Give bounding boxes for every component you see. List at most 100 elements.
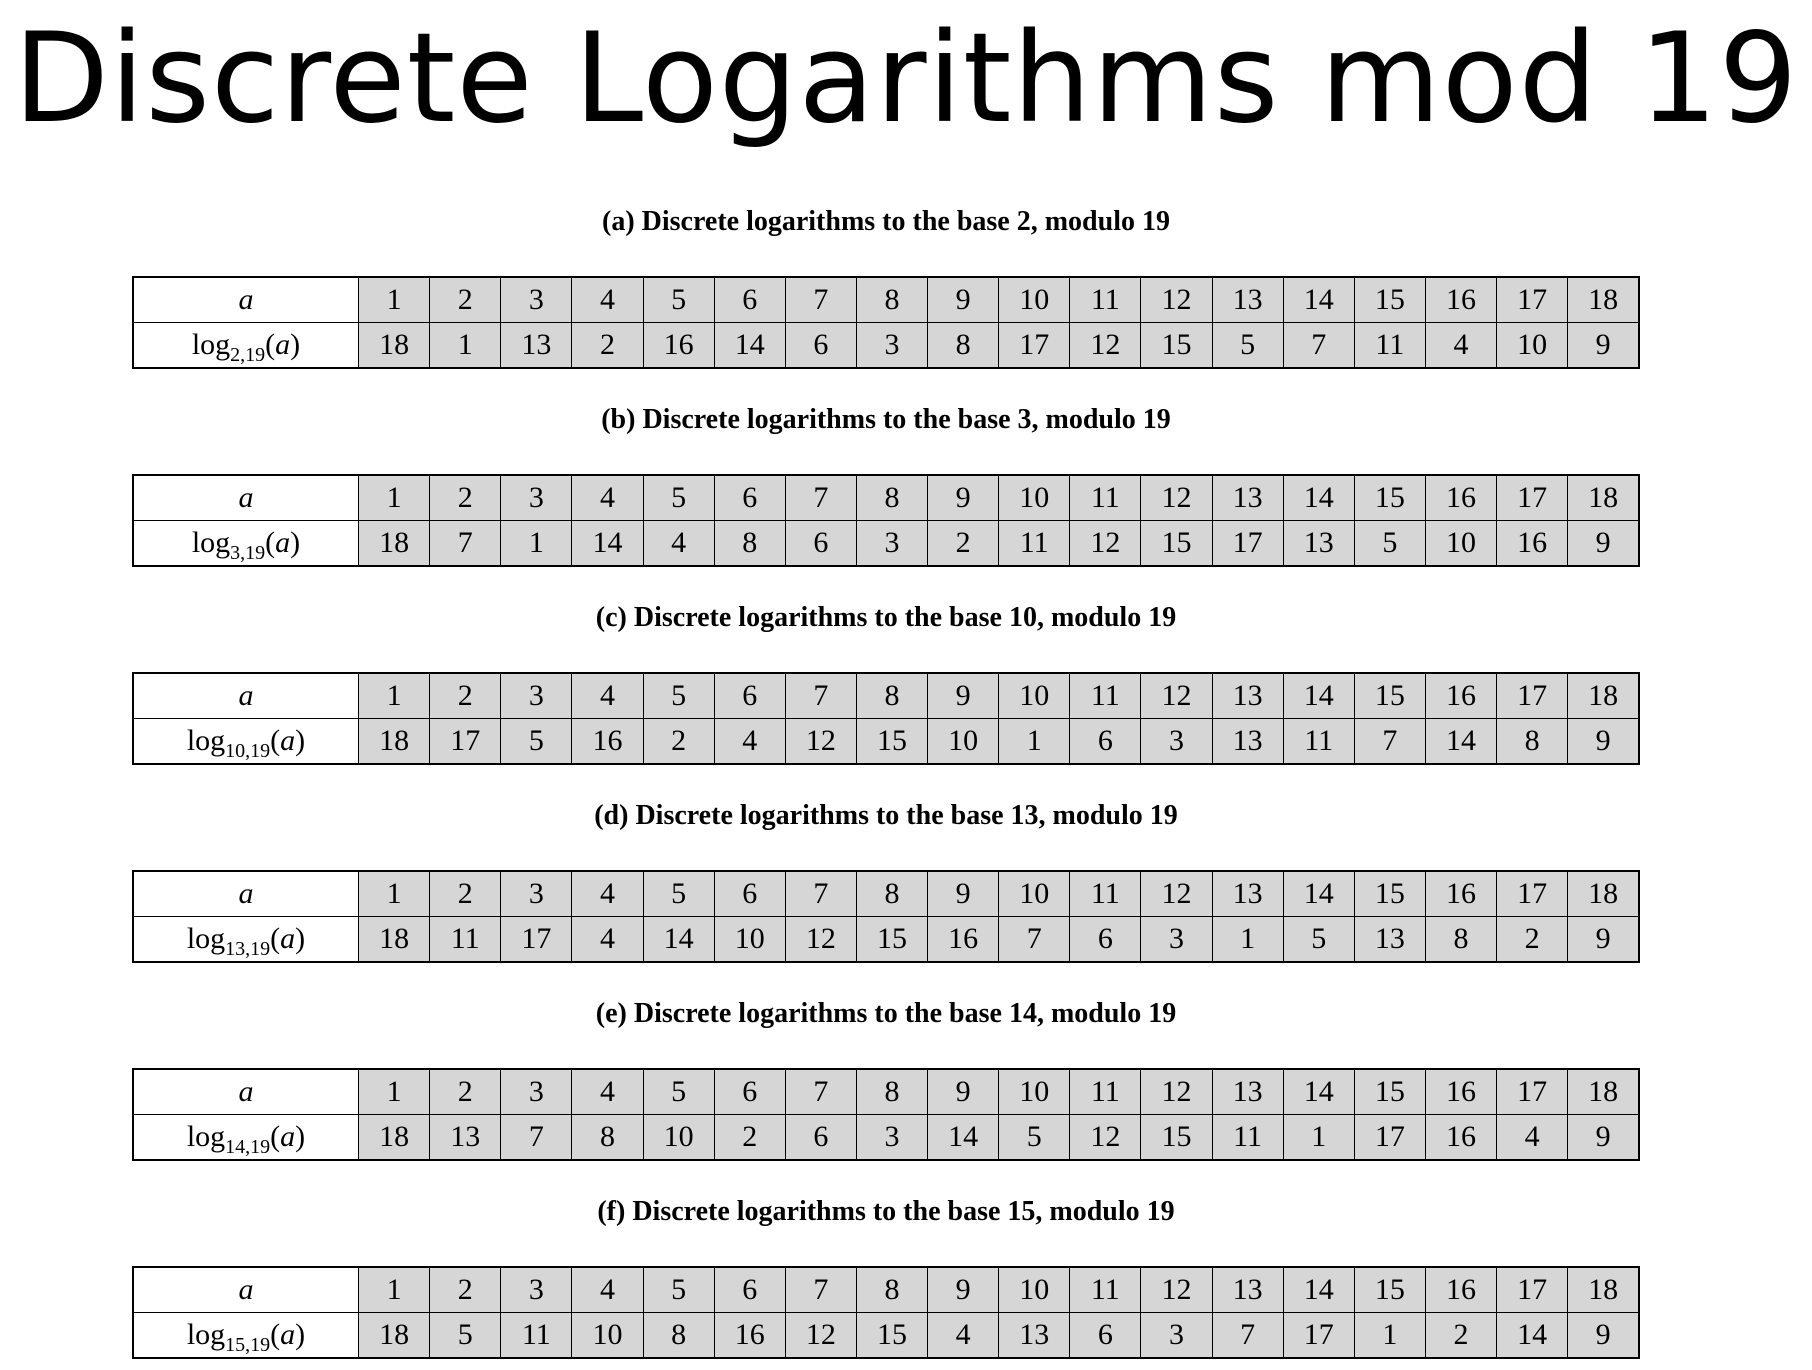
log-value-cell: 4: [642, 520, 715, 567]
log-argument: (a): [265, 328, 301, 361]
log-value-cell: 3: [855, 322, 929, 369]
a-value-cell: 10: [998, 1266, 1071, 1313]
log-value-cell: 16: [713, 1312, 786, 1359]
a-value-cell: 4: [571, 1266, 644, 1313]
a-value-cell: 1: [357, 1068, 431, 1115]
log-value-cell: 14: [926, 1114, 1000, 1161]
log-value-cell: 18: [357, 1114, 431, 1161]
log-value-cell: 12: [784, 718, 857, 765]
table-row-log: log15,19(a) 18 5 11 10 8 16 12 15 4 13 6 3 7 17 1 2 14 9: [132, 1312, 1640, 1359]
log-value-cell: 14: [642, 916, 715, 963]
a-value-cell: 5: [642, 1266, 715, 1313]
log-value-cell: 14: [1495, 1312, 1569, 1359]
row-header-log: log13,19(a): [132, 916, 359, 963]
row-label-a: a: [238, 1273, 254, 1306]
a-value-cell: 6: [713, 870, 786, 917]
log-value-cell: 1: [1282, 1114, 1355, 1161]
a-value-cell: 2: [429, 672, 502, 719]
log-value-cell: 13: [429, 1114, 502, 1161]
a-value-cell: 3: [500, 1266, 573, 1313]
a-value-cell: 8: [855, 672, 929, 719]
log-value-cell: 3: [1140, 916, 1213, 963]
page-title: Discrete Logarithms mod 19: [13, 7, 1799, 151]
log-value-cell: 6: [1069, 916, 1142, 963]
log-value-cell: 2: [1495, 916, 1569, 963]
a-value-cell: 10: [998, 1068, 1071, 1115]
a-value-cell: 14: [1282, 870, 1355, 917]
log-value-cell: 16: [1424, 1114, 1498, 1161]
a-value-cell: 11: [1069, 672, 1142, 719]
a-value-cell: 17: [1495, 870, 1569, 917]
log-value-cell: 13: [1211, 718, 1284, 765]
log-value-cell: 6: [1069, 1312, 1142, 1359]
log-subscript: 13,19: [225, 938, 271, 960]
log-value-cell: 13: [1353, 916, 1426, 963]
log-value-cell: 11: [429, 916, 502, 963]
log-value-cell: 5: [1353, 520, 1426, 567]
a-value-cell: 6: [713, 672, 786, 719]
row-header-a: a: [132, 672, 359, 719]
a-value-cell: 11: [1069, 870, 1142, 917]
a-value-cell: 6: [713, 1266, 786, 1313]
a-value-cell: 7: [784, 672, 857, 719]
log-value-cell: 6: [784, 322, 857, 369]
log-subscript: 3,19: [230, 542, 266, 564]
log-prefix: log: [186, 724, 226, 757]
log-value-cell: 7: [500, 1114, 573, 1161]
log-argument-variable: a: [280, 922, 296, 955]
log-value-cell: 10: [571, 1312, 644, 1359]
row-header-log: log10,19(a): [132, 718, 359, 765]
row-label-a: a: [238, 679, 254, 712]
log-value-cell: 7: [429, 520, 502, 567]
log-value-cell: 2: [571, 322, 644, 369]
log-value-cell: 9: [1567, 916, 1640, 963]
a-value-cell: 2: [429, 1266, 502, 1313]
a-value-cell: 11: [1069, 1068, 1142, 1115]
a-value-cell: 13: [1211, 474, 1284, 521]
log-value-cell: 15: [1140, 322, 1213, 369]
table-caption: (a) Discrete logarithms to the base 2, m…: [602, 206, 1170, 237]
log-value-cell: 17: [1282, 1312, 1355, 1359]
discrete-log-table: a 1 2 3 4 5 6 7 8 9 10 11 12 13 14 15 16 17 18 log14,19(a) 1…: [132, 1068, 1640, 1161]
log-value-cell: 6: [784, 1114, 857, 1161]
log-argument-variable: a: [280, 1318, 296, 1351]
log-value-cell: 5: [998, 1114, 1071, 1161]
a-value-cell: 18: [1567, 672, 1640, 719]
table-row-log: log10,19(a) 18 17 5 16 2 4 12 15 10 1 6 3 13 11 7 14 8 9: [132, 718, 1640, 765]
log-value-cell: 9: [1567, 322, 1640, 369]
table-caption: (c) Discrete logarithms to the base 10, …: [595, 602, 1177, 633]
a-value-cell: 11: [1069, 474, 1142, 521]
log-value-cell: 11: [1211, 1114, 1284, 1161]
a-value-cell: 17: [1495, 1068, 1569, 1115]
a-value-cell: 4: [571, 276, 644, 323]
a-value-cell: 16: [1424, 672, 1498, 719]
log-value-cell: 9: [1567, 1312, 1640, 1359]
log-value-cell: 3: [855, 1114, 929, 1161]
log-value-cell: 14: [571, 520, 644, 567]
log-value-cell: 3: [1140, 1312, 1213, 1359]
log-value-cell: 11: [998, 520, 1071, 567]
log-value-cell: 13: [500, 322, 573, 369]
a-value-cell: 16: [1424, 276, 1498, 323]
log-value-cell: 7: [998, 916, 1071, 963]
log-subscript: 2,19: [230, 344, 266, 366]
a-value-cell: 17: [1495, 474, 1569, 521]
log-value-cell: 5: [500, 718, 573, 765]
log-value-cell: 12: [1069, 1114, 1142, 1161]
row-header-log: log2,19(a): [132, 322, 359, 369]
log-argument: (a): [270, 922, 306, 955]
log-value-cell: 17: [429, 718, 502, 765]
log-value-cell: 10: [1424, 520, 1498, 567]
a-value-cell: 10: [998, 276, 1071, 323]
table-row-a: a 1 2 3 4 5 6 7 8 9 10 11 12 13 14 15 16 17 18: [132, 672, 1640, 719]
log-value-cell: 17: [1353, 1114, 1426, 1161]
log-value-cell: 8: [926, 322, 1000, 369]
log-value-cell: 16: [571, 718, 644, 765]
log-value-cell: 17: [500, 916, 573, 963]
log-value-cell: 7: [1353, 718, 1426, 765]
log-value-cell: 8: [713, 520, 786, 567]
a-value-cell: 12: [1140, 1068, 1213, 1115]
a-value-cell: 5: [642, 672, 715, 719]
log-subscript: 15,19: [225, 1334, 271, 1356]
log-value-cell: 3: [1140, 718, 1213, 765]
